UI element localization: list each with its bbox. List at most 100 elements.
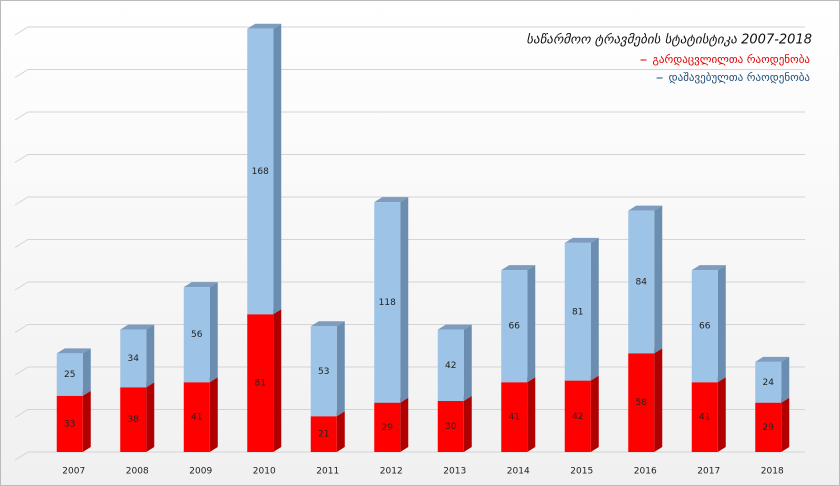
bar-segment (691, 265, 726, 383)
bar-front (628, 353, 655, 452)
x-tick-label: 2012 (380, 467, 403, 477)
bar-top (56, 348, 91, 354)
value-label: 34 (128, 354, 140, 364)
bar-front (183, 287, 210, 383)
bar-front (374, 202, 401, 403)
value-label: 66 (509, 322, 521, 332)
value-label: 21 (318, 430, 329, 440)
grid-line (14, 451, 805, 461)
bar-segment (374, 397, 409, 452)
bar-top (247, 23, 282, 29)
bar-side (209, 282, 218, 383)
value-label: 29 (763, 423, 775, 433)
bar-segment (501, 265, 536, 383)
bar-side (654, 348, 663, 452)
value-label: 24 (763, 378, 775, 388)
bar-side (590, 237, 599, 381)
bar-front (501, 270, 528, 383)
x-tick-label: 2015 (570, 467, 593, 477)
bar-top (691, 265, 726, 271)
bar-front (628, 210, 655, 354)
bar-top (374, 197, 409, 203)
value-label: 38 (128, 415, 140, 425)
x-tick-label: 2011 (316, 467, 339, 477)
bar-segment (247, 309, 282, 452)
bar-segment (374, 197, 409, 403)
bar-front (310, 416, 337, 452)
bar-top (120, 324, 155, 330)
bar-side (654, 205, 663, 354)
bar-segment (247, 23, 282, 315)
grid (14, 26, 805, 461)
bar-side (82, 348, 91, 396)
bar-top (501, 265, 536, 271)
grid-line (14, 366, 805, 376)
x-tick-label: 2007 (62, 467, 85, 477)
x-tick-label: 2014 (507, 467, 530, 477)
bar-front (374, 402, 401, 452)
bar-top (437, 324, 472, 330)
value-label: 42 (445, 361, 456, 371)
bar-side (717, 265, 726, 383)
grid-line (14, 69, 805, 78)
bar-side (82, 390, 91, 452)
chart-title: საწარმოო ტრავმების სტატისტიკა 2007-2018 (526, 33, 812, 48)
bar-segment (501, 377, 536, 452)
bar-side (273, 23, 282, 315)
bar-side (273, 309, 282, 452)
value-label: 25 (64, 370, 75, 380)
bar-front (755, 361, 782, 403)
bar-side (209, 377, 218, 452)
bar-top (564, 237, 599, 243)
value-label: 58 (636, 398, 648, 408)
grid-line (14, 324, 805, 333)
bar-segment (437, 324, 472, 401)
grid-line (14, 239, 805, 248)
value-label: 56 (191, 330, 203, 340)
value-label: 118 (379, 298, 396, 308)
value-label: 168 (252, 167, 269, 177)
bar-front (56, 353, 83, 396)
bar-segment (755, 397, 790, 452)
bar-front (691, 270, 718, 383)
bar-segment (564, 237, 599, 381)
bar-side (146, 324, 155, 388)
bar-side (400, 197, 409, 403)
grid-line (14, 111, 805, 121)
bar-front (437, 329, 464, 401)
bar-segment (564, 375, 599, 452)
x-tick-label: 2013 (443, 467, 466, 477)
bar-segment (183, 377, 218, 452)
bar-side (146, 382, 155, 452)
legend-label: გარდაცვლილთა რაოდენობა (653, 53, 811, 66)
bar-front (247, 28, 274, 315)
bar-front (564, 242, 591, 381)
bar-front (310, 326, 337, 417)
x-tick-label: 2016 (634, 467, 657, 477)
bar-side (463, 324, 472, 401)
x-tick-label: 2009 (189, 467, 212, 477)
grid-line (14, 409, 805, 418)
value-label: 81 (572, 307, 583, 317)
bar-side (590, 375, 599, 452)
value-label: 41 (191, 413, 202, 423)
bar-segment (628, 205, 663, 354)
bar-segment (755, 356, 790, 403)
bar-front (437, 401, 464, 452)
legend: გარდაცვლილთა რაოდენობა დაშავებულთა რაოდენ… (640, 53, 811, 84)
bar-segment (183, 282, 218, 383)
value-label: 81 (255, 379, 266, 389)
legend-label: დაშავებულთა რაოდენობა (669, 71, 811, 84)
x-tick-label: 2018 (761, 467, 784, 477)
bar-side (781, 356, 790, 403)
x-tick-label: 2008 (126, 467, 149, 477)
bar-segment (56, 348, 91, 396)
bar-front (247, 314, 274, 452)
bar-front (120, 387, 147, 452)
bar-front (755, 402, 782, 452)
bar-side (336, 411, 345, 452)
bar-top (628, 205, 663, 211)
bar-front (564, 380, 591, 452)
bar-side (400, 397, 409, 452)
